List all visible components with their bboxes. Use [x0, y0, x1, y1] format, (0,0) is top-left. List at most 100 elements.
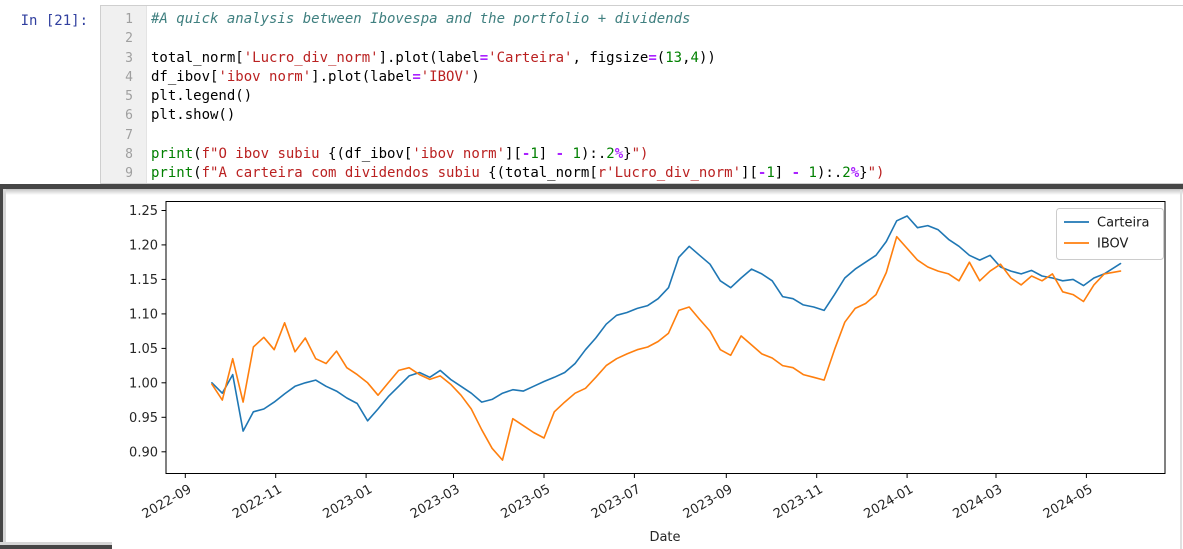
y-tick-label: 1.00 — [129, 376, 158, 391]
code-token: plt.legend() — [151, 88, 253, 105]
code-token: 'ibov norm' — [218, 68, 312, 85]
x-tick-label: 2023-11 — [771, 482, 826, 522]
code-token: plt.show() — [151, 107, 236, 124]
line-number-gutter: 1 2 3 4 5 6 7 8 9 — [101, 6, 147, 183]
code-token: {(df_ibov[ — [328, 146, 413, 163]
window-top-edge — [0, 184, 1183, 189]
code-token: ): — [580, 146, 598, 163]
line-number: 2 — [125, 31, 133, 47]
code-token: = — [412, 68, 421, 85]
x-tick-label: 2024-01 — [862, 482, 917, 522]
cell-prompt: In [21]: — [20, 13, 88, 29]
x-axis-label: Date — [649, 530, 680, 545]
code-token: r'Lucro_div_norm' — [597, 165, 742, 182]
x-tick-label: 2022-11 — [230, 482, 285, 522]
code-token: ") — [631, 146, 649, 163]
code-token: ): — [816, 165, 834, 182]
code-token: df_ibov[ — [151, 68, 219, 85]
code-token: {(total_norm[ — [488, 165, 598, 182]
code-line[interactable]: df_ibov['ibov norm'].plot(label='IBOV') — [151, 68, 1183, 87]
code-token: ) — [471, 68, 480, 85]
line-number: 3 — [125, 50, 133, 66]
code-token: 13 — [665, 49, 683, 66]
code-area[interactable]: #A quick analysis between Ibovespa and t… — [147, 6, 1183, 183]
code-token: . — [833, 165, 843, 182]
line-number: 5 — [125, 89, 133, 105]
x-tick-label: 2023-09 — [681, 482, 736, 522]
code-token: - — [555, 146, 565, 163]
carteira-line — [211, 215, 1122, 432]
code-token: ].plot(label — [378, 49, 480, 66]
line-number: 7 — [125, 127, 133, 143]
x-tick-label: 2023-07 — [589, 482, 644, 522]
code-token: ( — [193, 146, 202, 163]
line-number: 6 — [125, 108, 133, 124]
line-number: 8 — [125, 147, 133, 163]
code-token: )) — [698, 49, 716, 66]
code-token: , — [682, 49, 691, 66]
line-number: 9 — [125, 166, 133, 182]
x-tick-label: 2024-05 — [1041, 482, 1096, 522]
x-tick-label: 2023-03 — [408, 482, 463, 522]
code-token: ] — [538, 146, 556, 163]
window-left-inner-edge — [3, 189, 6, 549]
code-token: ] — [774, 165, 792, 182]
code-token: total_norm[ — [151, 49, 244, 66]
code-line[interactable]: print(f"O ibov subiu {(df_ibov['ibov nor… — [151, 145, 1183, 164]
y-tick-label: 1.15 — [129, 273, 158, 288]
code-token: ][ — [505, 146, 522, 163]
code-token: ( — [656, 49, 666, 66]
code-token: } — [859, 165, 868, 182]
code-token: 2 — [842, 165, 851, 182]
code-line[interactable]: print(f"A carteira com dividendos subiu … — [151, 164, 1183, 183]
y-tick-label: 0.95 — [129, 411, 158, 426]
x-tick-label: 2023-05 — [498, 482, 553, 522]
code-line[interactable]: total_norm['Lucro_div_norm'].plot(label=… — [151, 49, 1183, 68]
code-token: 1 — [766, 165, 775, 182]
code-token: print — [151, 146, 194, 163]
code-token: ") — [867, 165, 885, 182]
y-tick-label: 0.90 — [129, 445, 158, 460]
code-token — [564, 146, 572, 162]
code-token: - — [791, 165, 801, 182]
code-token: % — [850, 165, 860, 182]
code-token: 1 — [808, 165, 817, 182]
code-token: . — [597, 146, 607, 163]
code-token: 'Carteira' — [488, 49, 573, 66]
window-left-edge — [0, 184, 3, 549]
y-tick-label: 1.20 — [129, 238, 158, 253]
code-token: ( — [193, 165, 202, 182]
code-token: 'Lucro_div_norm' — [243, 49, 379, 66]
code-token: ][ — [741, 165, 758, 182]
line-number: 1 — [125, 12, 133, 27]
code-line[interactable] — [151, 126, 1183, 145]
legend-label-carteira: Carteira — [1097, 216, 1149, 231]
figure-output: 0.90 0.95 1.00 1.05 1.10 1.15 1.20 1.25 2022-09 2… — [129, 201, 1166, 545]
x-tick-label: 2023-01 — [321, 482, 376, 522]
code-editor[interactable]: 1 2 3 4 5 6 7 8 9 #A quick analysis between Ibov… — [100, 5, 1183, 184]
code-token: , figsize — [572, 49, 649, 66]
code-token: } — [623, 146, 632, 163]
x-tick-label: 2022-09 — [140, 482, 195, 522]
code-token: ].plot(label — [311, 68, 413, 85]
code-token: f"A carteira com dividendos subiu — [201, 165, 489, 182]
code-line[interactable] — [151, 29, 1183, 48]
code-line[interactable]: #A quick analysis between Ibovespa and t… — [151, 10, 1183, 29]
code-token: 1 — [530, 146, 539, 163]
window-right-edge — [1180, 190, 1182, 549]
code-line[interactable]: plt.legend() — [151, 87, 1183, 106]
code-token: - — [521, 146, 531, 163]
code-token: f"O ibov subiu — [201, 146, 329, 163]
y-tick-label: 1.25 — [129, 204, 158, 219]
window-bottom-edge — [0, 545, 112, 549]
code-token: 'ibov norm' — [412, 146, 506, 163]
code-token: = — [479, 49, 489, 66]
ibov-line — [211, 235, 1122, 461]
code-token: print — [151, 165, 194, 182]
window-top-shadow — [0, 189, 1183, 195]
code-line[interactable]: plt.show() — [151, 106, 1183, 125]
code-token: 2 — [606, 146, 615, 163]
x-tick-label: 2024-03 — [950, 482, 1005, 522]
line-number: 4 — [125, 69, 133, 85]
code-token: 4 — [690, 49, 699, 66]
